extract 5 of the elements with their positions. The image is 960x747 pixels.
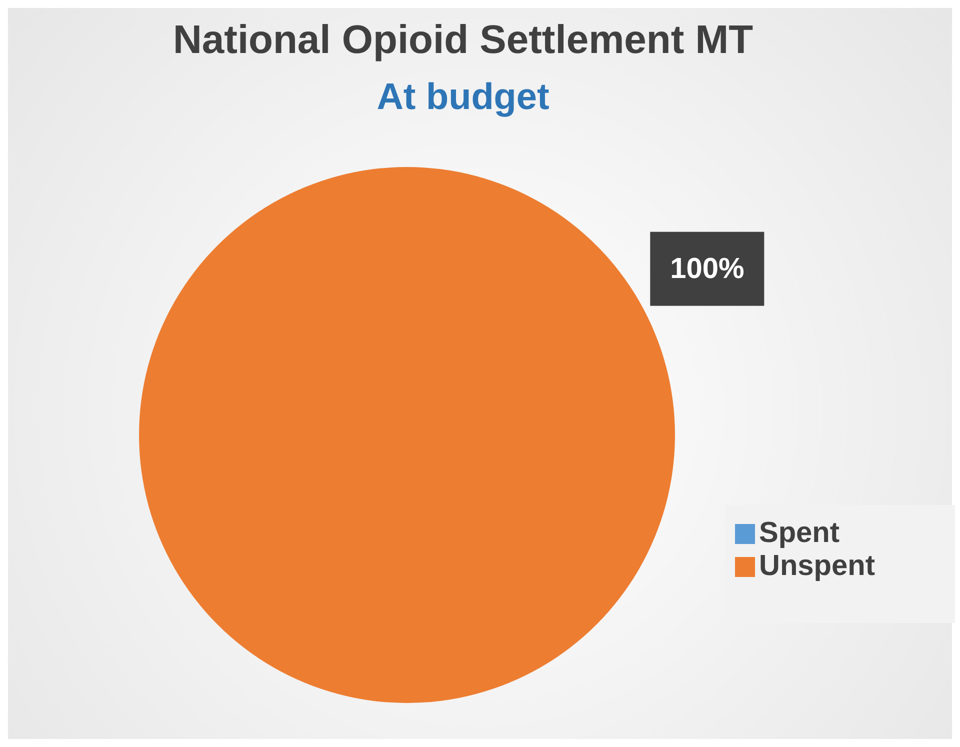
legend-label: Spent [759, 517, 840, 549]
chart-subtitle: At budget [376, 76, 550, 118]
chart-title: National Opioid Settlement MT [172, 18, 754, 63]
legend-label: Unspent [759, 550, 875, 582]
data-label: 100% [670, 252, 744, 285]
